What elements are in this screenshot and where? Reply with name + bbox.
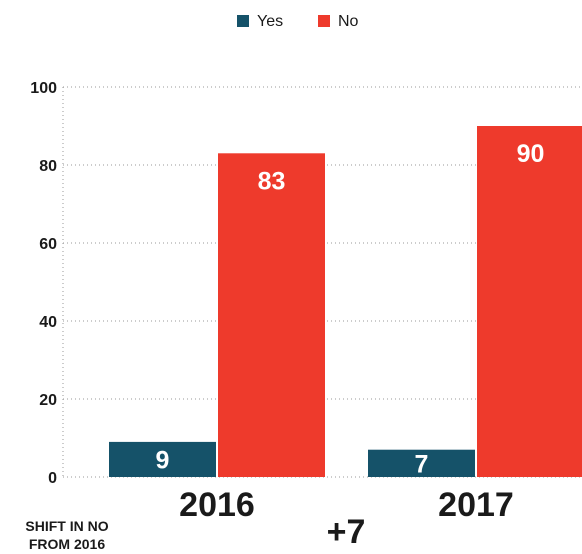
shift-footnote: SHIFT IN NO FROM 2016 +7 — [25, 513, 365, 552]
shift-label-line-2: FROM 2016 — [29, 536, 105, 552]
legend-label-yes: Yes — [257, 13, 283, 30]
y-tick-label-60: 60 — [39, 236, 57, 253]
category-label-2016: 2016 — [179, 486, 255, 524]
y-tick-label-40: 40 — [39, 314, 57, 331]
y-tick-label-0: 0 — [48, 470, 57, 487]
data-labels: 9 83 7 90 — [156, 140, 545, 478]
y-axis-ticks: 0 20 40 60 80 100 — [30, 80, 57, 487]
data-label-yes-2017: 7 — [415, 450, 429, 478]
legend-label-no: No — [338, 13, 359, 30]
bar-no-2016 — [218, 153, 325, 478]
bars — [109, 126, 582, 478]
data-label-yes-2016: 9 — [156, 446, 170, 474]
shift-value: +7 — [327, 513, 366, 551]
data-label-no-2016: 83 — [258, 167, 286, 195]
bar-yes-2017 — [368, 449, 475, 477]
bar-yes-2016 — [109, 441, 216, 477]
category-labels: 2016 2017 — [179, 486, 514, 524]
y-tick-label-20: 20 — [39, 392, 57, 409]
y-tick-label-100: 100 — [30, 80, 57, 97]
bar-no-2017 — [477, 126, 582, 477]
category-label-2017: 2017 — [438, 486, 514, 524]
y-tick-label-80: 80 — [39, 158, 57, 175]
shift-label-line-1: SHIFT IN NO — [25, 518, 108, 534]
data-label-no-2017: 90 — [517, 140, 545, 168]
legend-swatch-yes — [237, 15, 249, 27]
legend: Yes No — [237, 13, 359, 30]
legend-swatch-no — [318, 15, 330, 27]
